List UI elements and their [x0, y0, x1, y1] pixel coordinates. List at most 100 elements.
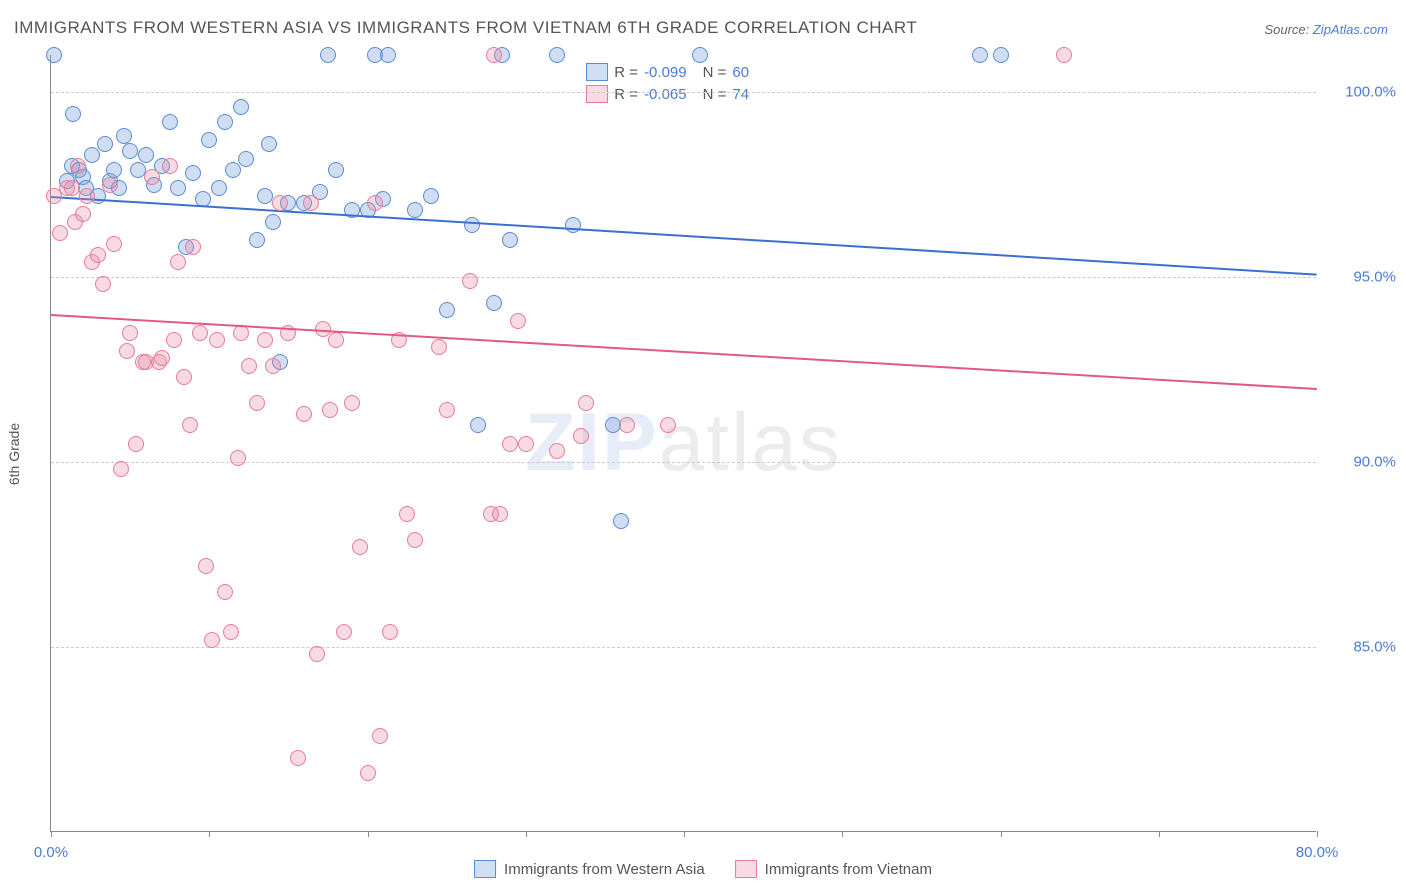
legend-series-item: Immigrants from Vietnam — [735, 860, 932, 878]
data-point — [209, 332, 225, 348]
legend-r-value: -0.099 — [644, 64, 687, 81]
data-point — [486, 47, 502, 63]
legend-swatch — [586, 85, 608, 103]
legend-correlation-row: R = -0.099 N = 60 — [586, 61, 749, 83]
data-point — [241, 358, 257, 374]
data-point — [144, 169, 160, 185]
data-point — [75, 206, 91, 222]
data-point — [122, 143, 138, 159]
legend-n-label: N = — [703, 86, 727, 103]
legend-n-label: N = — [703, 64, 727, 81]
data-point — [303, 195, 319, 211]
legend-correlation: R = -0.099 N = 60R = -0.065 N = 74 — [582, 59, 753, 107]
data-point — [464, 217, 480, 233]
data-point — [549, 47, 565, 63]
y-tick-label: 100.0% — [1345, 84, 1396, 101]
data-point — [70, 158, 86, 174]
data-point — [407, 532, 423, 548]
data-point — [84, 147, 100, 163]
data-point — [106, 162, 122, 178]
data-point — [182, 417, 198, 433]
data-point — [233, 99, 249, 115]
data-point — [176, 369, 192, 385]
data-point — [257, 188, 273, 204]
legend-swatch — [735, 860, 757, 878]
y-tick-label: 95.0% — [1353, 269, 1396, 286]
x-tick — [209, 831, 210, 837]
legend-r-value: -0.065 — [644, 86, 687, 103]
x-tick — [1159, 831, 1160, 837]
data-point — [257, 332, 273, 348]
y-tick-label: 85.0% — [1353, 639, 1396, 656]
legend-series-label: Immigrants from Vietnam — [765, 861, 932, 878]
data-point — [692, 47, 708, 63]
data-point — [192, 325, 208, 341]
data-point — [46, 47, 62, 63]
data-point — [265, 358, 281, 374]
data-point — [170, 254, 186, 270]
data-point — [102, 177, 118, 193]
chart-container: IMMIGRANTS FROM WESTERN ASIA VS IMMIGRAN… — [0, 0, 1406, 892]
data-point — [578, 395, 594, 411]
data-point — [492, 506, 508, 522]
source-link[interactable]: ZipAtlas.com — [1313, 22, 1388, 37]
data-point — [360, 765, 376, 781]
data-point — [439, 302, 455, 318]
data-point — [439, 402, 455, 418]
data-point — [462, 273, 478, 289]
data-point — [64, 180, 80, 196]
data-point — [217, 114, 233, 130]
legend-n-value: 60 — [732, 64, 749, 81]
data-point — [261, 136, 277, 152]
data-point — [122, 325, 138, 341]
data-point — [296, 406, 312, 422]
data-point — [95, 276, 111, 292]
data-point — [993, 47, 1009, 63]
data-point — [230, 450, 246, 466]
data-point — [382, 624, 398, 640]
data-point — [198, 558, 214, 574]
data-point — [106, 236, 122, 252]
data-point — [470, 417, 486, 433]
regression-line — [51, 314, 1317, 390]
data-point — [162, 158, 178, 174]
data-point — [549, 443, 565, 459]
watermark-zip: ZIP — [525, 397, 659, 488]
data-point — [660, 417, 676, 433]
legend-series-item: Immigrants from Western Asia — [474, 860, 705, 878]
data-point — [225, 162, 241, 178]
legend-correlation-row: R =-0.065N =74 — [586, 83, 749, 105]
data-point — [265, 214, 281, 230]
data-point — [65, 106, 81, 122]
x-tick-label: 80.0% — [1296, 844, 1339, 861]
legend-r-label: R = — [614, 64, 638, 81]
legend-n-value: 74 — [732, 86, 749, 103]
x-tick-label: 0.0% — [34, 844, 68, 861]
data-point — [518, 436, 534, 452]
gridline — [51, 92, 1316, 93]
y-axis-label: 6th Grade — [6, 423, 22, 485]
data-point — [309, 646, 325, 662]
x-tick — [684, 831, 685, 837]
gridline — [51, 647, 1316, 648]
data-point — [565, 217, 581, 233]
data-point — [204, 632, 220, 648]
x-tick — [842, 831, 843, 837]
legend-series-label: Immigrants from Western Asia — [504, 861, 705, 878]
source-attribution: Source: ZipAtlas.com — [1264, 22, 1388, 37]
data-point — [431, 339, 447, 355]
data-point — [119, 343, 135, 359]
legend-swatch — [474, 860, 496, 878]
data-point — [352, 539, 368, 555]
data-point — [185, 239, 201, 255]
data-point — [97, 136, 113, 152]
data-point — [619, 417, 635, 433]
source-prefix: Source: — [1264, 22, 1312, 37]
data-point — [52, 225, 68, 241]
data-point — [223, 624, 239, 640]
data-point — [166, 332, 182, 348]
data-point — [322, 402, 338, 418]
data-point — [502, 436, 518, 452]
data-point — [372, 728, 388, 744]
data-point — [344, 395, 360, 411]
